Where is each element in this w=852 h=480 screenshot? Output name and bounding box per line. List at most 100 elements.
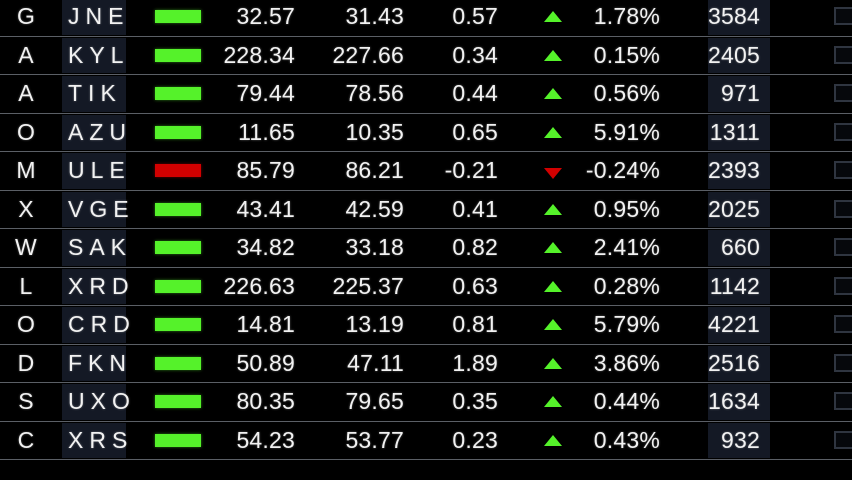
percent-change: 5.91% (593, 118, 660, 145)
row-checkbox[interactable] (834, 122, 852, 141)
row-letter: S (18, 388, 34, 415)
trend-bar (155, 125, 201, 139)
table-row[interactable]: G JNE 32.57 31.43 0.57 1.78% 3584 (0, 0, 852, 37)
symbol-panel (62, 0, 126, 35)
percent-change: 0.95% (593, 195, 660, 222)
table-row[interactable]: D FKN 50.89 47.11 1.89 3.86% 2516 (0, 345, 852, 383)
ticker-symbol: TIK (68, 80, 122, 107)
volume: 2025 (708, 195, 760, 222)
trend-bar (155, 10, 201, 23)
ticker-symbol: UXO (68, 388, 136, 415)
ticker-symbol: ULE (68, 157, 131, 184)
trend-bar (155, 279, 201, 293)
symbol-panel (62, 37, 126, 73)
row-checkbox[interactable] (834, 430, 852, 449)
ticker-symbol: XRS (68, 426, 134, 453)
trend-bar (155, 318, 201, 331)
symbol-panel (62, 384, 126, 420)
previous-price: 31.43 (345, 3, 404, 30)
price-change: 1.89 (452, 349, 498, 376)
previous-price: 86.21 (345, 157, 404, 184)
arrow-down-icon (544, 168, 562, 179)
table-row[interactable]: O AZU 11.65 10.35 0.65 5.91% 1311 (0, 114, 852, 152)
last-price: 85.79 (236, 157, 295, 184)
volume-panel (708, 76, 770, 112)
table-row[interactable]: X VGE 43.41 42.59 0.41 0.95% 2025 (0, 191, 852, 229)
previous-price: 53.77 (345, 426, 404, 453)
previous-price: 42.59 (345, 195, 404, 222)
row-letter: O (16, 118, 36, 145)
table-row[interactable]: O CRD 14.81 13.19 0.81 5.79% 4221 (0, 306, 852, 345)
table-row[interactable]: A TIK 79.44 78.56 0.44 0.56% 971 (0, 75, 852, 114)
price-change: 0.23 (452, 426, 498, 453)
row-checkbox[interactable] (834, 199, 852, 218)
last-price: 79.44 (236, 80, 295, 107)
volume-panel (708, 191, 770, 227)
arrow-up-icon (544, 280, 562, 292)
table-row[interactable]: L XRD 226.63 225.37 0.63 0.28% 1142 (0, 268, 852, 306)
volume: 2405 (708, 41, 760, 68)
row-letter: L (19, 272, 33, 299)
table-row[interactable]: M ULE 85.79 86.21 -0.21 -0.24% 2393 (0, 152, 852, 191)
arrow-up-icon (544, 357, 562, 369)
table-row[interactable]: S UXO 80.35 79.65 0.35 0.44% 1634 (0, 383, 852, 422)
percent-change: 5.79% (593, 311, 660, 338)
trend-bar (155, 48, 201, 62)
trend-bar (155, 202, 201, 216)
volume-panel (708, 0, 770, 35)
row-checkbox[interactable] (834, 392, 852, 410)
last-price: 43.41 (236, 195, 295, 222)
ticker-board: G JNE 32.57 31.43 0.57 1.78% 3584 A KYL … (0, 0, 852, 460)
previous-price: 225.37 (332, 272, 404, 299)
row-letter: M (16, 157, 36, 184)
previous-price: 47.11 (347, 349, 404, 376)
arrow-up-icon (544, 88, 562, 99)
volume: 1142 (709, 272, 760, 299)
volume-panel (708, 345, 770, 381)
row-checkbox[interactable] (834, 161, 852, 179)
price-change: 0.35 (452, 388, 498, 415)
previous-price: 33.18 (345, 234, 404, 261)
ticker-symbol: AZU (68, 118, 132, 145)
ticker-symbol: CRD (68, 311, 136, 338)
last-price: 11.65 (238, 118, 295, 145)
volume-panel (708, 422, 770, 458)
volume: 3584 (708, 3, 760, 30)
arrow-up-icon (544, 203, 562, 215)
previous-price: 79.65 (345, 388, 404, 415)
volume: 660 (721, 234, 760, 261)
arrow-up-icon (544, 126, 562, 138)
trend-bar (155, 356, 201, 370)
volume: 2516 (708, 349, 760, 376)
symbol-panel (62, 191, 126, 227)
table-row[interactable]: W SAK 34.82 33.18 0.82 2.41% 660 (0, 229, 852, 268)
ticker-symbol: JNE (68, 3, 130, 30)
trend-bar (155, 241, 201, 254)
row-checkbox[interactable] (834, 276, 852, 295)
row-letter: G (16, 3, 36, 30)
table-row[interactable]: A KYL 228.34 227.66 0.34 0.15% 2405 (0, 37, 852, 75)
price-change: -0.21 (444, 157, 498, 184)
price-change: 0.44 (452, 80, 498, 107)
price-change: 0.57 (452, 3, 498, 30)
row-letter: O (16, 311, 36, 338)
volume-panel (708, 268, 770, 304)
symbol-panel (62, 345, 126, 381)
row-checkbox[interactable] (834, 7, 852, 25)
last-price: 50.89 (236, 349, 295, 376)
row-checkbox[interactable] (834, 315, 852, 333)
row-checkbox[interactable] (834, 84, 852, 102)
row-letter: A (18, 80, 34, 107)
table-row[interactable]: C XRS 54.23 53.77 0.23 0.43% 932 (0, 422, 852, 460)
row-checkbox[interactable] (834, 353, 852, 372)
percent-change: 0.15% (593, 41, 660, 68)
row-checkbox[interactable] (834, 45, 852, 64)
previous-price: 78.56 (345, 80, 404, 107)
price-change: 0.65 (452, 118, 498, 145)
trend-bar (155, 164, 201, 177)
last-price: 14.81 (236, 311, 295, 338)
volume-panel (708, 153, 770, 189)
ticker-symbol: KYL (68, 41, 130, 68)
row-checkbox[interactable] (834, 238, 852, 256)
arrow-up-icon (544, 242, 562, 253)
